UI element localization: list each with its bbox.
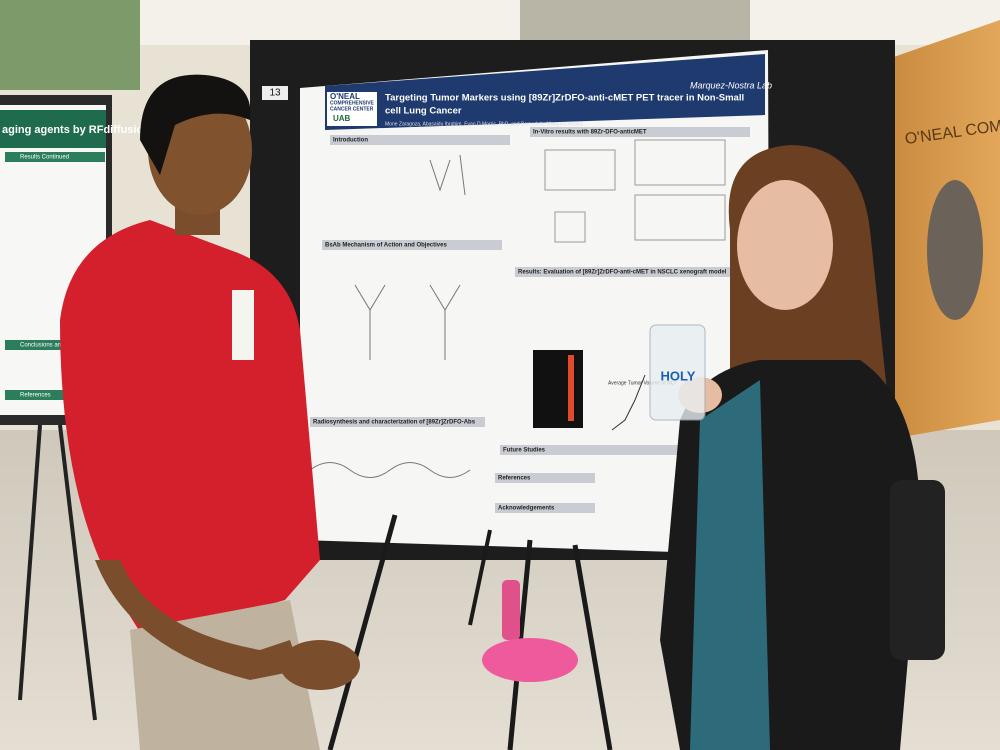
color-scale <box>568 355 574 421</box>
man-arm <box>95 560 300 680</box>
section-header <box>495 473 595 483</box>
wall-sculpture <box>927 180 983 320</box>
figure-curve <box>611 374 646 431</box>
easel-leg <box>58 424 97 721</box>
window <box>520 0 750 45</box>
left-section-header <box>5 340 105 350</box>
cup-text: HOLY <box>661 368 696 383</box>
section-header <box>500 445 700 455</box>
left-section-header <box>5 390 105 400</box>
section-title: BsAb Mechanism of Action and Objectives <box>325 243 447 249</box>
institution: UAB <box>333 114 351 123</box>
easel-leg <box>468 529 492 626</box>
center-name: O'NEAL <box>330 92 360 101</box>
man-hands <box>280 640 360 690</box>
diagram <box>429 154 466 196</box>
left-poster-title: aging agents by RFdiffusion <box>2 124 150 136</box>
center-name: CANCER CENTER <box>330 106 374 112</box>
lab-name: Marquez-Nostra Lab <box>690 80 772 90</box>
left-section-header <box>5 152 105 162</box>
section-title: In-Vitro results with 89Zr-DFO-anticMET <box>533 130 647 136</box>
left-section-title: References <box>20 393 51 399</box>
section-header <box>495 503 595 513</box>
woman-top <box>690 380 770 750</box>
pet-image <box>533 350 583 428</box>
poster-title: cell Lung Cancer <box>385 106 462 117</box>
diagram <box>354 284 386 360</box>
poster-title: Targeting Tumor Markers using [89Zr]ZrDF… <box>385 93 744 104</box>
section-header <box>310 417 485 427</box>
left-section-title: Results Continued <box>20 155 69 161</box>
ceiling <box>0 0 1000 45</box>
pink-bag <box>482 638 578 682</box>
poster-header <box>325 54 765 130</box>
name-badge <box>232 290 254 360</box>
section-header <box>322 240 502 250</box>
easel-leg <box>327 514 398 750</box>
section-title: Acknowledgements <box>498 506 555 512</box>
man-shirt <box>60 220 320 640</box>
man-hair <box>140 74 251 175</box>
figure <box>554 211 586 243</box>
cup <box>649 324 706 421</box>
window <box>0 0 140 90</box>
logo-box <box>327 92 377 126</box>
section-title: Results: Evaluation of [89Zr]ZrDFO-anti-… <box>518 270 727 276</box>
figure <box>634 139 726 186</box>
left-poster-header <box>0 110 106 148</box>
section-header <box>330 135 510 145</box>
left-section-title: Conclusions and Future <box>20 343 84 349</box>
poster <box>300 50 770 555</box>
center-name: COMPREHENSIVE <box>330 100 375 106</box>
easel-leg <box>18 424 42 701</box>
section-title: Radiosynthesis and characterization of [… <box>313 420 476 426</box>
water-bottle <box>502 580 520 640</box>
section-header <box>515 267 755 277</box>
diagram <box>309 462 471 478</box>
easel-leg <box>572 544 613 750</box>
section-header <box>530 127 750 137</box>
section-title: Future Studies <box>503 448 546 454</box>
figure <box>634 194 726 241</box>
diagram <box>429 284 461 360</box>
section-title: Introduction <box>333 138 368 144</box>
board-number: 13 <box>269 88 281 99</box>
section-title: References <box>498 476 531 482</box>
figure <box>544 149 616 191</box>
woman-bag <box>890 480 945 660</box>
woman-face <box>737 180 833 310</box>
board-number-tag <box>262 86 288 100</box>
poster-authors: Mone Zaragoza, Abasaidu Ibrahim, Evan D … <box>385 121 583 127</box>
